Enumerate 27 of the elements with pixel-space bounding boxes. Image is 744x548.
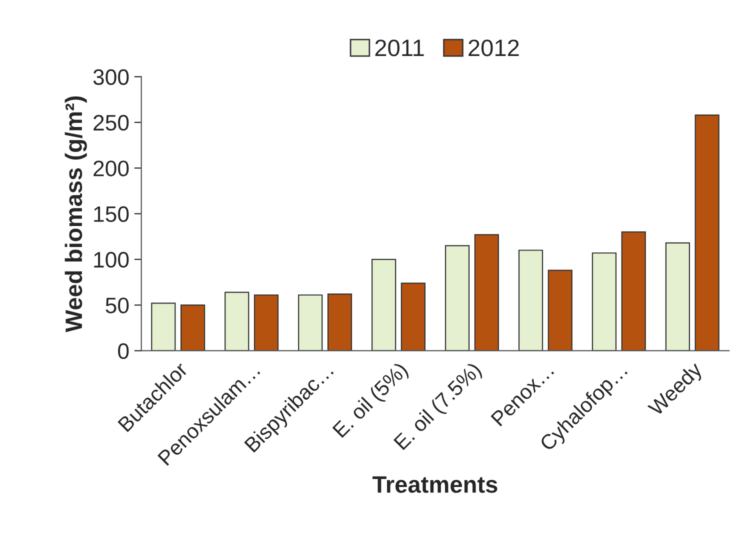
y-tick-label: 300 [93, 69, 129, 85]
bar [151, 302, 176, 351]
y-tick-label: 150 [94, 206, 129, 222]
legend-label: 2012 [468, 40, 519, 56]
bar [372, 258, 396, 351]
y-tick-label: 0 [118, 343, 129, 359]
bar [327, 294, 352, 351]
y-axis-title: Weed biomass (g/m²) [64, 96, 87, 332]
y-tick-label: 100 [94, 252, 129, 268]
bar [444, 245, 470, 351]
bar [621, 231, 646, 351]
bar [298, 294, 323, 351]
bar [665, 242, 690, 351]
y-tick-label: 50 [106, 298, 129, 314]
x-axis-title: Treatments [372, 476, 498, 493]
bar [224, 292, 250, 351]
y-tick-label: 200 [94, 160, 129, 176]
bar [592, 252, 617, 351]
bar [548, 270, 572, 351]
y-tick-label: 250 [94, 114, 129, 131]
bar [474, 234, 499, 351]
bar [518, 250, 544, 351]
bar [400, 282, 426, 351]
bar [694, 114, 720, 351]
bar [180, 304, 206, 351]
bar [254, 294, 279, 351]
legend-label: 2011 [375, 40, 424, 56]
